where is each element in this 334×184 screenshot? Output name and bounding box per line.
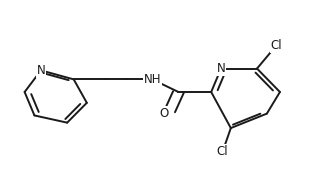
Text: N: N: [37, 64, 45, 77]
Text: Cl: Cl: [271, 39, 283, 52]
Text: N: N: [217, 62, 225, 75]
Text: O: O: [159, 107, 169, 120]
Text: Cl: Cl: [217, 145, 228, 158]
Text: NH: NH: [144, 73, 161, 86]
